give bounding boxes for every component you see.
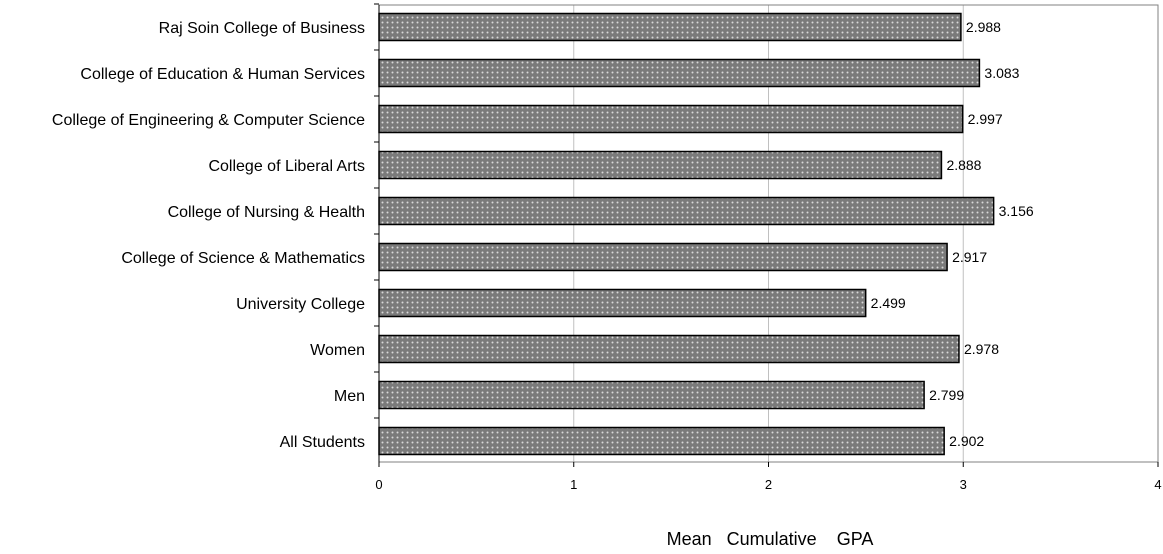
category-label: College of Liberal Arts [208,158,365,175]
value-label: 2.902 [949,433,984,449]
value-label: 2.988 [966,19,1001,35]
bar [378,104,964,134]
bar [378,12,962,42]
value-label: 2.978 [964,341,999,357]
x-tick-label: 4 [1154,477,1161,492]
bar [378,380,925,410]
bar [378,242,948,272]
value-label: 3.156 [999,203,1034,219]
category-label: All Students [280,434,365,451]
bar [378,150,943,180]
bar [378,334,960,364]
category-label: College of Nursing & Health [168,204,365,221]
category-label: University College [236,296,365,313]
bar [378,196,995,226]
bar [378,58,981,88]
value-label: 2.997 [968,111,1003,127]
x-tick-label: 3 [960,477,967,492]
value-label: 2.499 [871,295,906,311]
value-label: 2.917 [952,249,987,265]
value-label: 2.799 [929,387,964,403]
x-tick-label: 0 [375,477,382,492]
value-label: 3.083 [984,65,1019,81]
category-label: College of Education & Human Services [80,66,365,83]
x-tick-label: 1 [570,477,577,492]
category-label: College of Science & Mathematics [121,250,365,267]
category-label: College of Engineering & Computer Scienc… [52,112,365,129]
bar [378,288,867,318]
bars [378,12,995,456]
category-label: Raj Soin College of Business [159,20,365,37]
x-tick-label: 2 [765,477,772,492]
labels: 0 1 2 3 4 Raj Soin College of Business 2.988 Co… [52,19,1162,492]
x-axis-title: Mean Cumulative GPA [667,529,874,549]
bar [378,426,945,456]
category-label: Women [310,342,365,359]
value-label: 2.888 [946,157,981,173]
category-label: Men [334,388,365,405]
